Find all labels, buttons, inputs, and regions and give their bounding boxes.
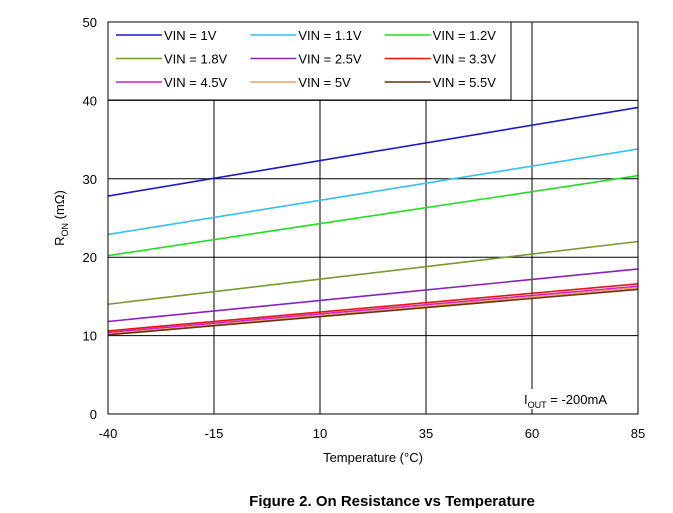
legend-label: VIN = 4.5V <box>164 75 228 90</box>
series-line <box>107 148 639 236</box>
legend-label: VIN = 5.5V <box>433 75 497 90</box>
y-tick-label: 20 <box>83 250 97 265</box>
y-axis-label-unit: (mΩ) <box>52 190 67 223</box>
annotation-main: I <box>524 392 528 407</box>
annotation-background <box>520 389 624 409</box>
legend-label: VIN = 1.8V <box>164 52 228 67</box>
series-line <box>107 283 639 332</box>
x-tick-label: 60 <box>525 426 539 441</box>
annotation-iout: IOUT = -200mA <box>524 392 607 410</box>
x-tick-label: -15 <box>205 426 224 441</box>
legend-label: VIN = 3.3V <box>433 52 497 67</box>
series-line <box>107 288 639 336</box>
series-line <box>107 240 639 306</box>
series-line <box>107 106 639 197</box>
series-line <box>107 268 639 323</box>
y-tick-label: 30 <box>83 172 97 187</box>
series-line <box>107 286 639 335</box>
annotation-rest: = -200mA <box>547 392 608 407</box>
annotation-sub: OUT <box>528 400 548 410</box>
x-tick-label: 10 <box>313 426 327 441</box>
legend-label: VIN = 1V <box>164 28 217 43</box>
y-tick-label: 50 <box>83 15 97 30</box>
legend-label: VIN = 1.2V <box>433 28 497 43</box>
legend: VIN = 1V VIN = 1.1V VIN = 1.2V VIN = 1.8V VI… <box>107 21 512 101</box>
x-tick-label: 85 <box>631 426 645 441</box>
y-tick-label: 10 <box>83 329 97 344</box>
x-axis-ticks: -40 -15 10 35 60 85 <box>99 426 646 441</box>
chart-title: Figure 2. On Resistance vs Temperature <box>249 493 535 508</box>
y-axis-label-sub: ON <box>60 223 70 237</box>
legend-label: VIN = 2.5V <box>298 52 362 67</box>
y-axis-ticks: 0 10 20 30 40 50 <box>83 15 97 422</box>
x-tick-label: 35 <box>419 426 433 441</box>
y-axis-label: RON (mΩ) <box>52 190 70 246</box>
legend-box <box>107 21 512 101</box>
y-tick-label: 40 <box>83 93 97 108</box>
y-tick-label: 0 <box>90 407 97 422</box>
y-axis-label-main: R <box>52 236 67 245</box>
x-axis-label: Temperature (°C) <box>323 450 423 465</box>
legend-label: VIN = 5V <box>298 75 351 90</box>
x-tick-label: -40 <box>99 426 118 441</box>
series-lines <box>107 106 639 336</box>
series-line <box>107 285 639 334</box>
series-line <box>107 174 639 257</box>
legend-label: VIN = 1.1V <box>298 28 362 43</box>
